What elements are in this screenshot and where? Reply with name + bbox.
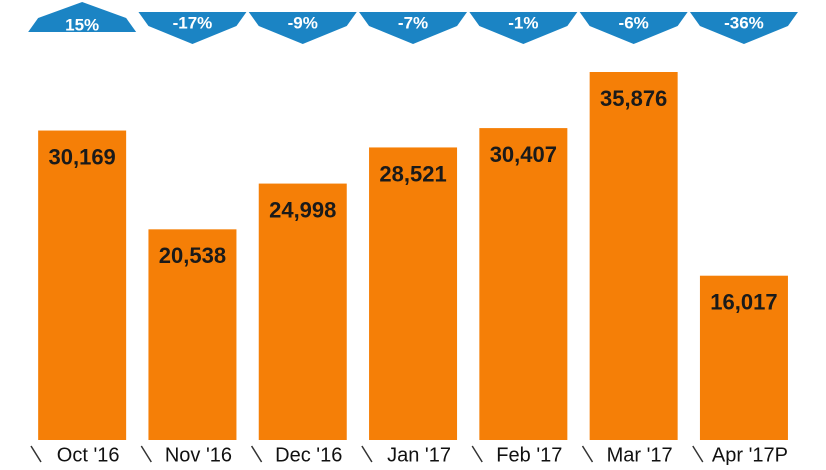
separator	[581, 445, 594, 463]
change-label: -9%	[288, 13, 318, 32]
value-label: 24,998	[269, 197, 336, 222]
bar	[148, 229, 237, 440]
separator	[250, 445, 263, 463]
x-tick-label: Mar '17	[607, 444, 673, 465]
bar	[699, 275, 788, 440]
change-label: -6%	[619, 13, 649, 32]
change-badge	[359, 12, 468, 44]
x-tick-label: Apr '17P	[712, 444, 788, 465]
change-label: -7%	[398, 13, 428, 32]
bar	[479, 128, 568, 440]
bar	[369, 147, 458, 440]
separator	[30, 445, 42, 463]
change-label: 15%	[65, 15, 99, 34]
x-tick-label: Nov '16	[165, 444, 232, 465]
value-label: 30,169	[49, 144, 116, 169]
change-badge	[138, 12, 247, 44]
change-badge	[248, 12, 357, 44]
value-label: 20,538	[159, 243, 226, 268]
bar	[258, 183, 347, 440]
bar	[589, 72, 678, 440]
x-tick-label: Dec '16	[275, 444, 342, 465]
change-label: -36%	[724, 13, 764, 32]
x-tick-label: Feb '17	[496, 444, 562, 465]
change-label: -1%	[508, 13, 538, 32]
separator	[140, 445, 152, 463]
change-label: -17%	[173, 13, 213, 32]
separator	[692, 445, 704, 463]
x-tick-label: Oct '16	[57, 444, 120, 465]
separator	[361, 445, 373, 463]
change-badge	[28, 2, 137, 32]
x-tick-label: Jan '17	[387, 444, 451, 465]
value-label: 30,407	[490, 142, 557, 167]
value-label: 28,521	[379, 161, 446, 186]
change-badge	[469, 12, 578, 44]
change-badge	[689, 12, 798, 44]
bar	[38, 130, 127, 440]
value-label: 16,017	[710, 290, 777, 315]
separator	[471, 445, 483, 463]
change-badge	[579, 12, 688, 44]
value-label: 35,876	[600, 86, 667, 111]
